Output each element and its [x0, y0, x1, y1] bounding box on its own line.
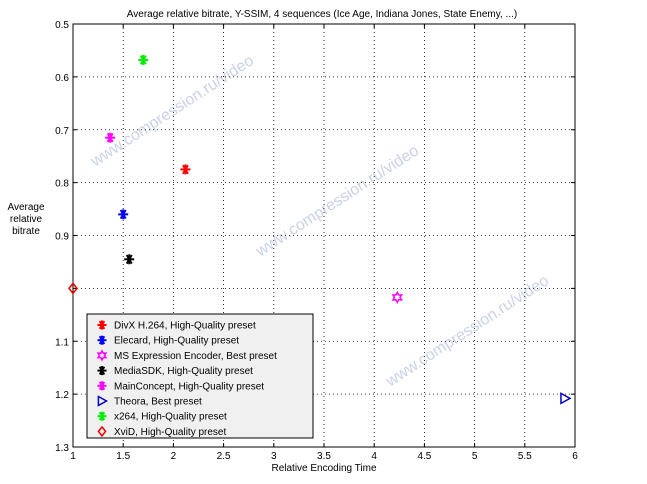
x-axis-label: Relative Encoding Time [271, 463, 376, 474]
legend-marker [96, 349, 108, 362]
x-tick-label: 5.5 [518, 451, 532, 462]
y-tick-label: 1.2 [55, 390, 69, 401]
data-point [391, 290, 404, 305]
axis-ticks: 1 1.5 2 2.5 3 3.5 4 4.5 5 5.5 6 0.5 0.6 0.7 0.8 0.9 1.1 1… [55, 20, 578, 462]
x-tick-label: 1 [70, 451, 76, 462]
y-tick-label: 0.7 [55, 126, 69, 137]
watermark-text: www.compression.ru/video [382, 272, 552, 391]
x-tick-label: 2.5 [217, 451, 231, 462]
legend-entry-label: DivX H.264, High-Quality preset [114, 321, 256, 332]
data-point [180, 164, 191, 175]
legend-marker [97, 320, 107, 330]
y-tick-label: 0.5 [55, 20, 69, 31]
legend-marker [97, 411, 107, 421]
y-axis-label-line: relative [10, 214, 43, 225]
legend-entry-label: MainConcept, High-Quality preset [114, 381, 264, 392]
legend-box [86, 313, 314, 439]
x-tick-label: 3.5 [317, 451, 331, 462]
y-axis-label-line: Average [7, 202, 45, 213]
chart-title: Average relative bitrate, Y-SSIM, 4 sequ… [127, 9, 517, 20]
x-tick-label: 4 [371, 451, 377, 462]
legend-marker [97, 366, 107, 376]
data-point [124, 254, 135, 265]
watermark-text: www.compression.ru/video [87, 52, 257, 171]
y-tick-label: 0.8 [55, 179, 69, 190]
data-point [560, 392, 572, 405]
x-tick-label: 6 [572, 451, 578, 462]
y-axis-label-line: bitrate [12, 226, 40, 237]
data-point [68, 282, 78, 295]
y-tick-label: 1.1 [55, 337, 69, 348]
x-tick-label: 2 [171, 451, 177, 462]
legend-entry-label: Elecard, High-Quality preset [114, 336, 239, 347]
data-markers [68, 54, 572, 405]
legend-entry-label: MS Expression Encoder, Best preset [114, 351, 277, 362]
data-point [138, 54, 149, 65]
legend-entry-label: XviD, High-Quality preset [114, 427, 226, 438]
legend-marker [97, 335, 107, 345]
y-tick-label: 1.3 [55, 443, 69, 454]
x-tick-label: 1.5 [116, 451, 130, 462]
x-tick-label: 4.5 [417, 451, 431, 462]
watermark-text: www.compression.ru/video [252, 142, 422, 261]
legend-entry-label: x264, High-Quality preset [114, 412, 227, 423]
y-tick-label: 0.9 [55, 232, 69, 243]
data-point [118, 209, 129, 220]
legend-entry-label: Theora, Best preset [114, 397, 202, 408]
legend-entry-label: MediaSDK, High-Quality preset [114, 366, 253, 377]
legend-marker [97, 381, 107, 391]
data-point [105, 132, 116, 143]
y-tick-label: 0.6 [55, 73, 69, 84]
legend-marker [97, 395, 109, 407]
x-tick-label: 5 [472, 451, 478, 462]
legend-marker [97, 425, 107, 438]
legend: DivX H.264, High-Quality preset Elecard, … [86, 313, 314, 439]
x-tick-label: 3 [271, 451, 277, 462]
